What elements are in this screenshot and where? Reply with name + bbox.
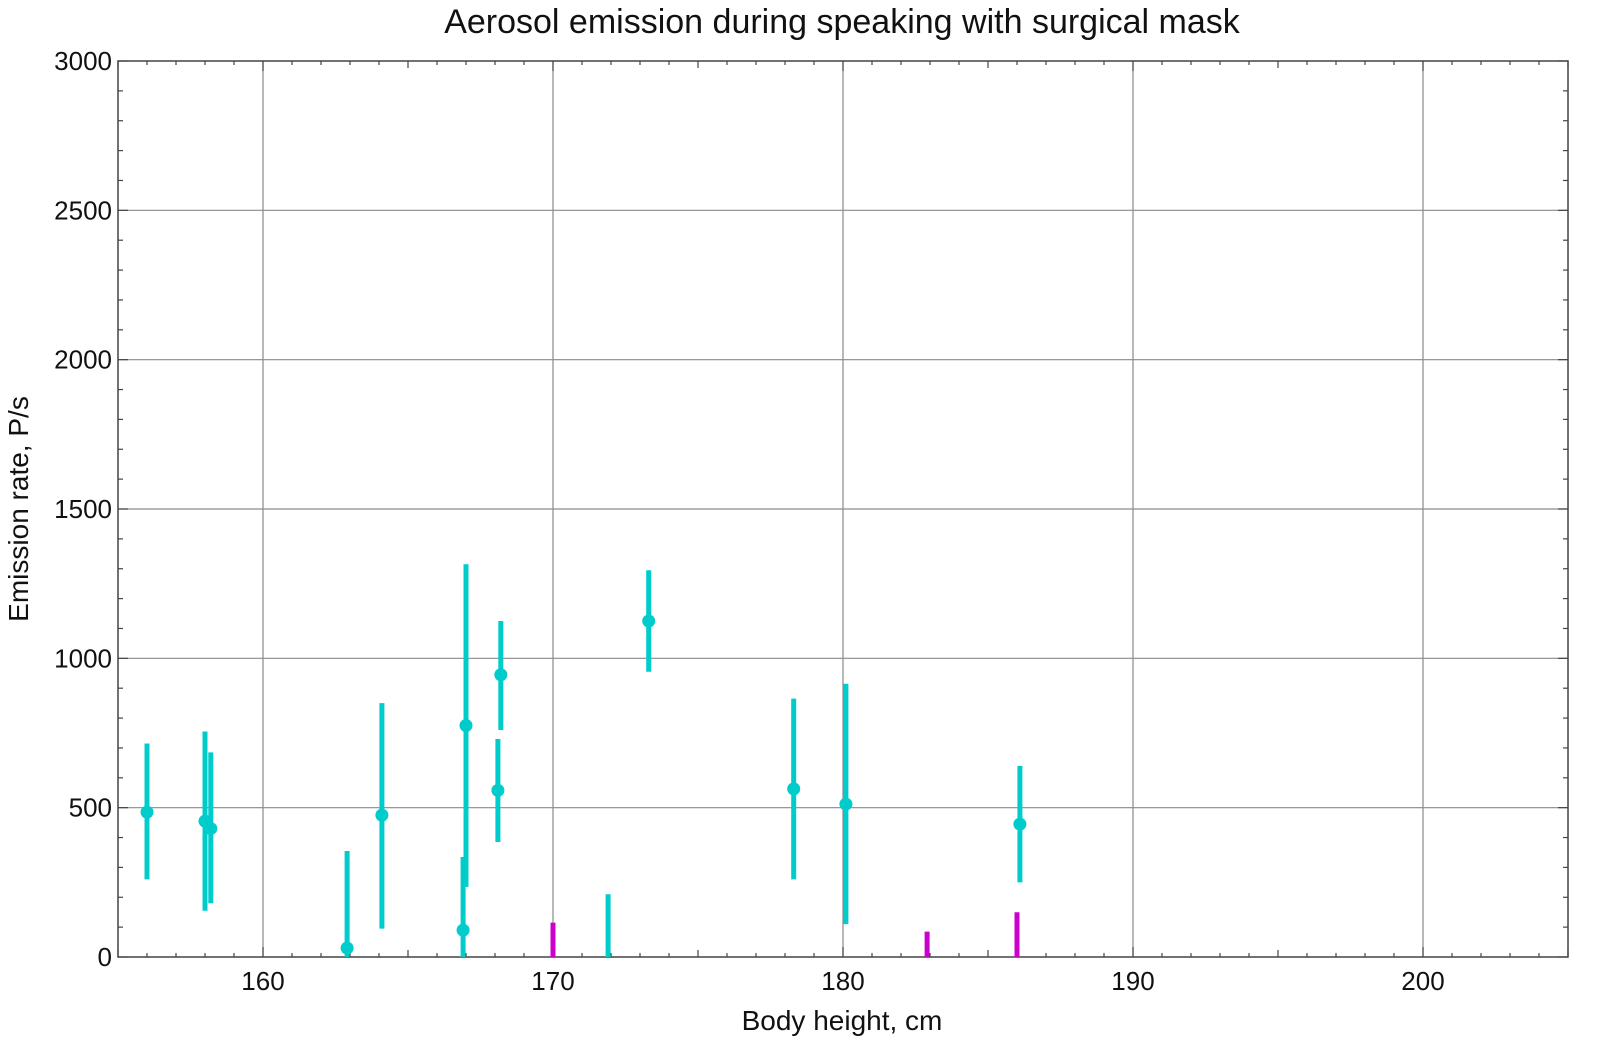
y-tick-labels: 0 500 1000 1500 2000 2500 3000 xyxy=(54,46,112,972)
data-marks xyxy=(140,564,1027,957)
x-tick-label: 180 xyxy=(821,966,864,996)
y-tick-label: 1000 xyxy=(54,643,112,673)
data-point xyxy=(459,719,473,733)
data-point xyxy=(494,668,508,682)
x-tick-labels: 160 170 180 190 200 xyxy=(241,966,1444,996)
y-tick-label: 500 xyxy=(69,793,112,823)
grid xyxy=(118,61,1568,957)
data-point xyxy=(340,941,354,955)
y-tick-label: 2000 xyxy=(54,345,112,375)
y-tick-label: 3000 xyxy=(54,46,112,76)
x-tick-label: 200 xyxy=(1401,966,1444,996)
data-point xyxy=(491,783,505,797)
data-point xyxy=(839,797,853,811)
data-point xyxy=(375,808,389,822)
plot-frame xyxy=(117,60,1569,958)
data-point xyxy=(642,614,656,628)
y-tick-label: 2500 xyxy=(54,195,112,225)
data-point xyxy=(787,782,801,796)
y-tick-label: 1500 xyxy=(54,494,112,524)
data-point xyxy=(456,923,470,937)
data-point xyxy=(1013,817,1027,831)
y-tick-label: 0 xyxy=(98,942,112,972)
axis-ticks xyxy=(117,60,1569,958)
chart-title: Aerosol emission during speaking with su… xyxy=(444,3,1241,41)
y-axis-label: Emission rate, P/s xyxy=(3,396,34,622)
x-tick-label: 160 xyxy=(241,966,284,996)
x-tick-label: 170 xyxy=(531,966,574,996)
x-axis-label: Body height, cm xyxy=(742,1005,943,1036)
x-tick-label: 190 xyxy=(1111,966,1154,996)
data-point xyxy=(204,822,218,836)
data-point xyxy=(140,805,154,819)
